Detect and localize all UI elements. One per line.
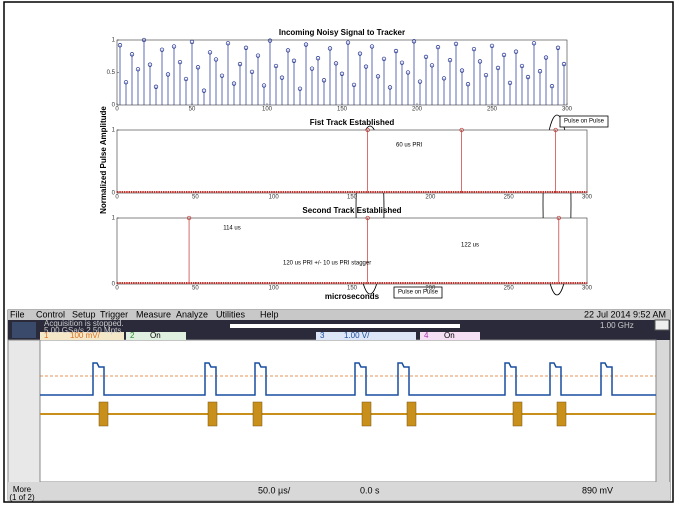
- delay[interactable]: 0.0 s: [360, 485, 380, 495]
- channel[interactable]: 4: [424, 331, 429, 340]
- menu-bar[interactable]: Analyze: [176, 309, 208, 319]
- menu-bar[interactable]: Trigger: [100, 309, 128, 319]
- x-tick-label: 100: [269, 286, 280, 292]
- x-tick-label: 300: [582, 286, 593, 292]
- figure: File Control Setup Trigger Measure Analy…: [0, 0, 678, 504]
- datetime: 22 Jul 2014 9:52 AM: [584, 309, 666, 319]
- annotation: 60 us PRI: [396, 143, 423, 149]
- x-tick-label: 100: [269, 195, 280, 201]
- plot-area: [117, 218, 587, 284]
- chart-title: Incoming Noisy Signal to Tracker: [279, 28, 405, 37]
- x-tick-label: 300: [562, 107, 573, 113]
- x-tick-label: 150: [347, 195, 358, 201]
- channel[interactable]: 3: [320, 331, 325, 340]
- menu-bar[interactable]: Setup: [72, 309, 96, 319]
- x-tick-label: 250: [487, 107, 498, 113]
- plot: Incoming Noisy Signal to Tracker05010015…: [107, 28, 573, 112]
- menu-bar[interactable]: Measure: [136, 309, 171, 319]
- x-tick-label: 150: [347, 286, 358, 292]
- bandwidth: 1.00 GHz: [600, 321, 634, 330]
- x-tick-label: 250: [504, 286, 515, 292]
- y-tick-label: 0.5: [107, 70, 116, 76]
- timebase[interactable]: 50.0 µs/: [258, 485, 291, 495]
- x-tick-label: 300: [582, 195, 593, 201]
- annotation: Pulse on Pulse: [398, 290, 439, 296]
- channel[interactable]: 1: [44, 331, 49, 340]
- x-tick-label: 50: [192, 195, 199, 201]
- x-tick-label: 50: [189, 107, 196, 113]
- x-tick-label: 100: [262, 107, 273, 113]
- plot-area: [117, 130, 587, 193]
- annotation: Pulse on Pulse: [564, 119, 605, 125]
- annotation: 120 us PRI +/- 10 us PRI stagger: [283, 261, 371, 267]
- y-axis-label: Normalized Pulse Amplitude: [99, 106, 108, 214]
- menu-bar[interactable]: Help: [260, 309, 279, 319]
- channel-scale: 1.00 V/: [344, 331, 370, 340]
- annotation: 114 us: [223, 226, 241, 232]
- chart-title: Fist Track Established: [310, 118, 395, 127]
- x-tick-label: 50: [192, 286, 199, 292]
- x-tick-label: 250: [504, 195, 515, 201]
- channel-scale: 100 mV/: [70, 331, 101, 340]
- x-tick-label: 150: [337, 107, 348, 113]
- channel[interactable]: 2: [130, 331, 135, 340]
- x-tick-label: 200: [412, 107, 423, 113]
- text-line: (1 of 2): [9, 493, 35, 502]
- channel-state: On: [444, 331, 455, 340]
- channel-state: On: [150, 331, 161, 340]
- x-tick-label: 200: [425, 195, 436, 201]
- scope: File Control Setup Trigger Measure Analy…: [8, 309, 670, 502]
- x-axis-label: microseconds: [325, 292, 380, 301]
- menu-bar[interactable]: File: [10, 309, 25, 319]
- chart-title: Second Track Established: [302, 206, 401, 215]
- trigger-level[interactable]: 890 mV: [582, 485, 613, 495]
- menu-bar[interactable]: Control: [36, 309, 65, 319]
- menu-bar[interactable]: Utilities: [216, 309, 246, 319]
- annotation: 122 us: [461, 243, 479, 249]
